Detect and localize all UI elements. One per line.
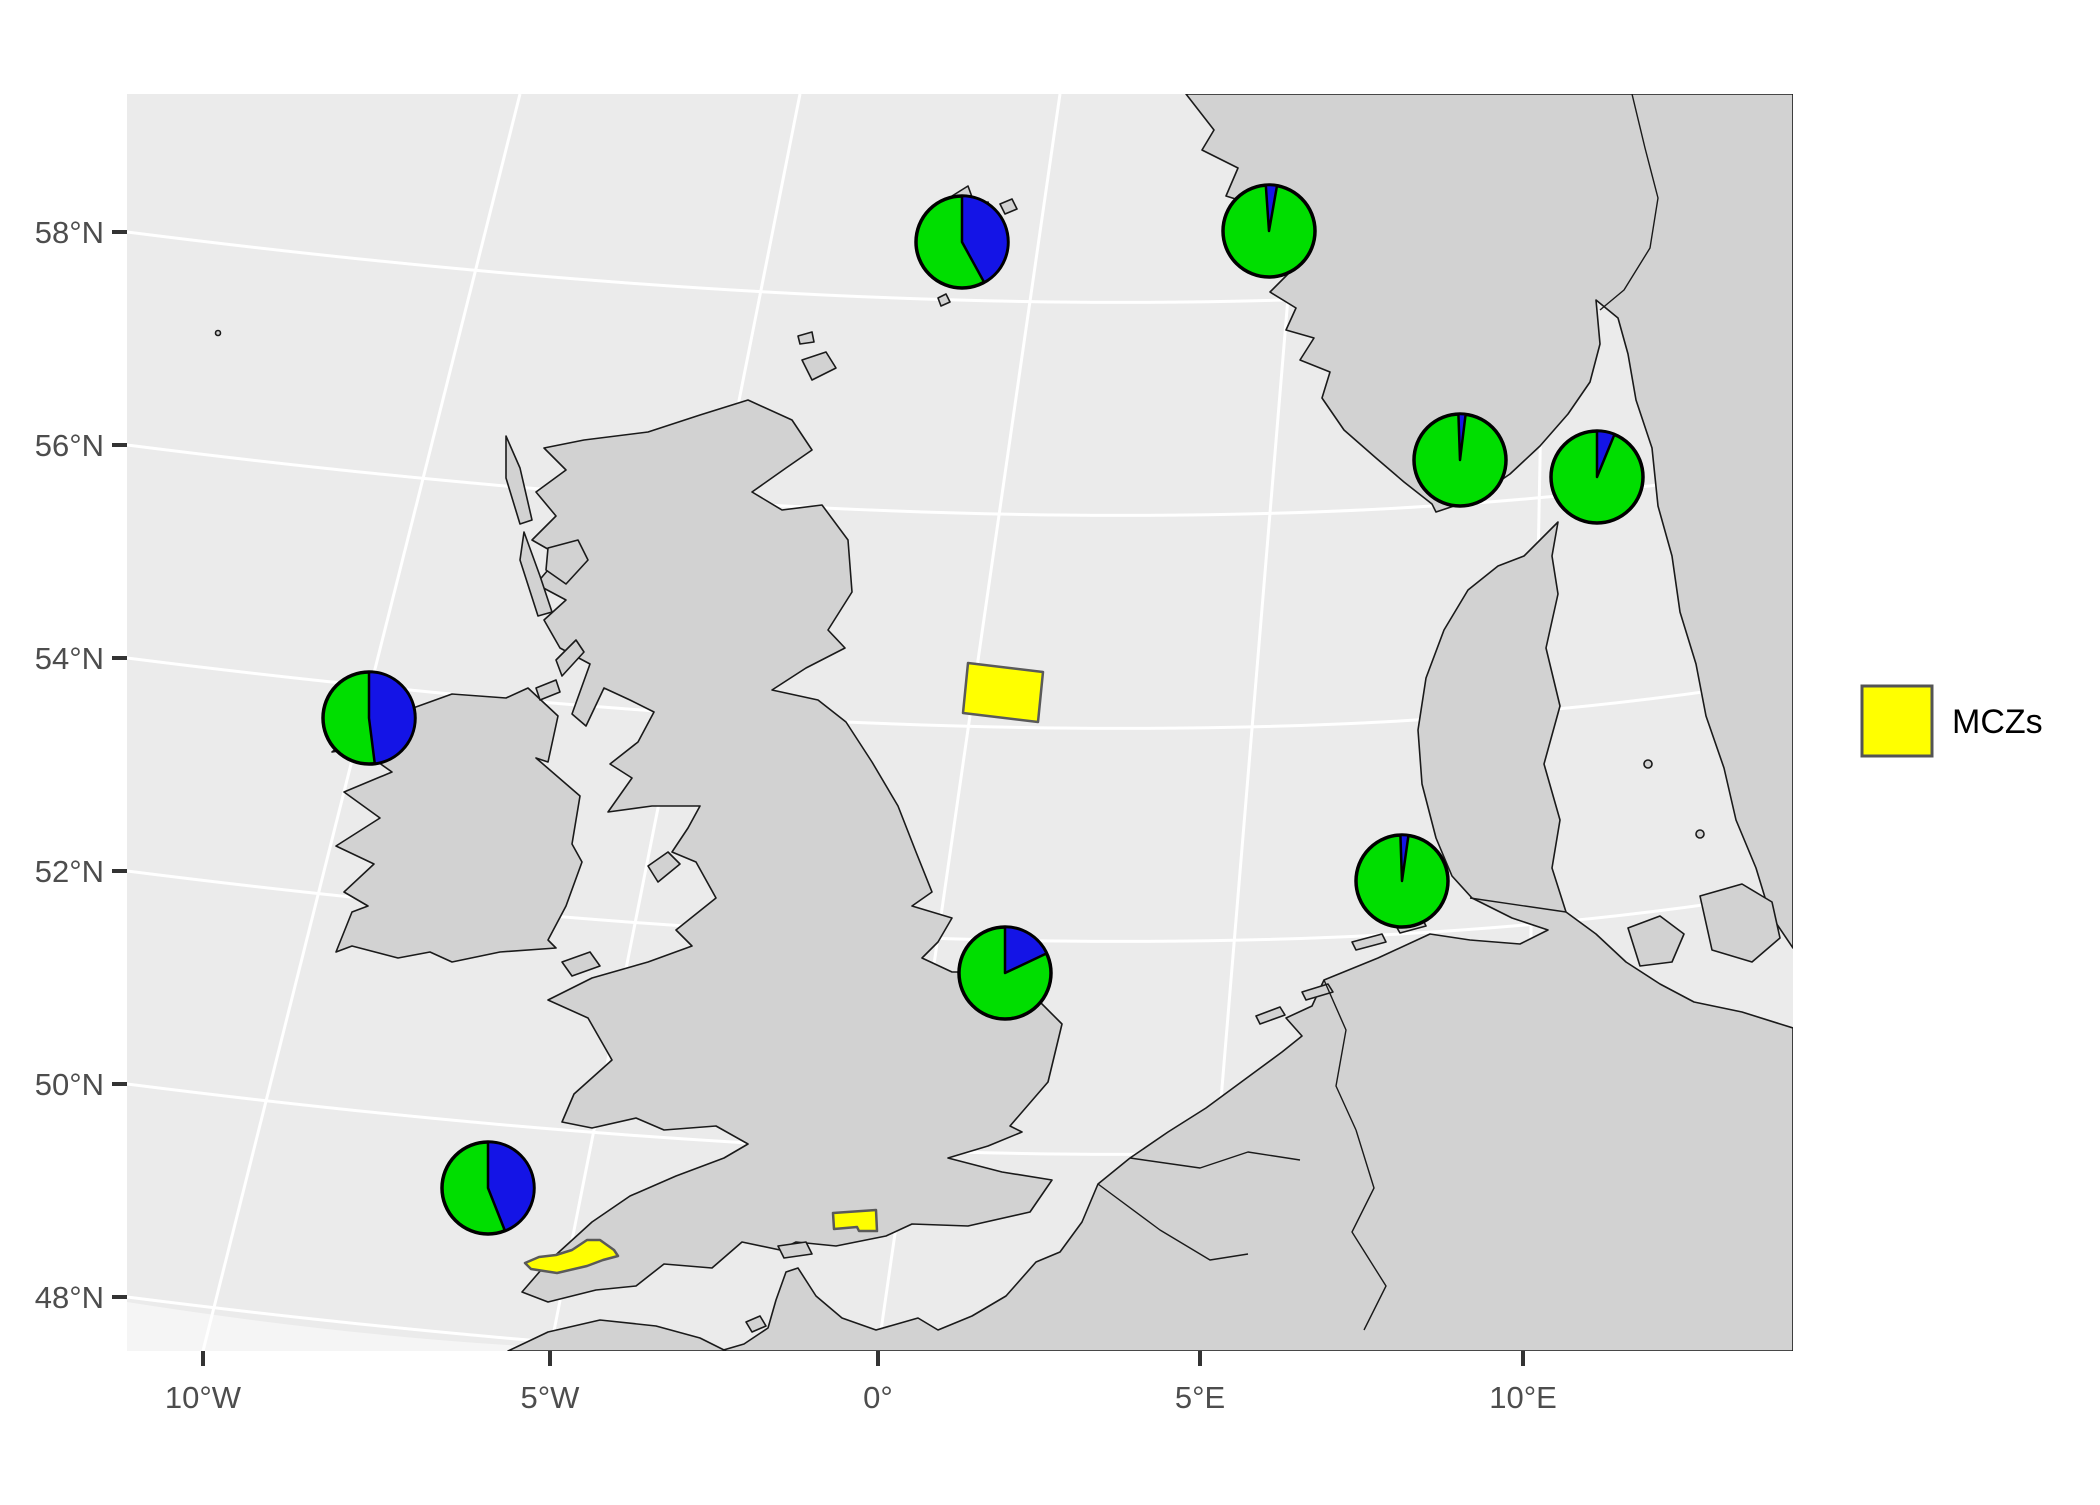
x-tick-label-5w: 5°W xyxy=(521,1380,581,1415)
legend-mcz-swatch xyxy=(1862,686,1932,756)
map-canvas: 58°N 56°N 54°N 52°N 50°N 48°N 10°W 5°W 0… xyxy=(0,0,2100,1500)
y-tick-label-48n: 48°N xyxy=(35,1280,104,1315)
y-axis-labels: 58°N 56°N 54°N 52°N 50°N 48°N xyxy=(35,215,104,1315)
x-tick-label-0: 0° xyxy=(863,1380,893,1415)
pie-chart-norway-west xyxy=(1223,185,1315,277)
y-tick-label-52n: 52°N xyxy=(35,854,104,889)
map-figure: 58°N 56°N 54°N 52°N 50°N 48°N 10°W 5°W 0… xyxy=(0,0,2100,1500)
pie-chart-skagerrak-west xyxy=(1414,414,1506,506)
pie-chart-german-bight xyxy=(1356,835,1448,927)
x-axis-labels: 10°W 5°W 0° 5°E 10°E xyxy=(165,1380,1557,1415)
y-tick-label-50n: 50°N xyxy=(35,1067,104,1102)
mcz-polygon-north-sea-mcz xyxy=(963,663,1043,722)
pie-chart-east-anglia xyxy=(959,927,1051,1019)
y-tick-label-54n: 54°N xyxy=(35,641,104,676)
legend: MCZs xyxy=(1862,686,2043,756)
mcz-polygon-thames-mcz xyxy=(833,1210,877,1231)
pie-chart-ireland-west xyxy=(323,672,415,764)
island-rockall xyxy=(216,331,221,336)
legend-mcz-label: MCZs xyxy=(1952,703,2043,741)
island-laeso xyxy=(1644,760,1652,768)
x-tick-label-5e: 5°E xyxy=(1175,1380,1225,1415)
pie-chart-western-channel xyxy=(442,1142,534,1234)
pie-chart-shetland xyxy=(916,196,1008,288)
x-tick-label-10w: 10°W xyxy=(165,1380,242,1415)
island-anholt xyxy=(1696,830,1704,838)
x-tick-label-10e: 10°E xyxy=(1489,1380,1557,1415)
y-tick-label-56n: 56°N xyxy=(35,428,104,463)
pie-chart-skagerrak-east xyxy=(1551,431,1643,523)
y-tick-label-58n: 58°N xyxy=(35,215,104,250)
